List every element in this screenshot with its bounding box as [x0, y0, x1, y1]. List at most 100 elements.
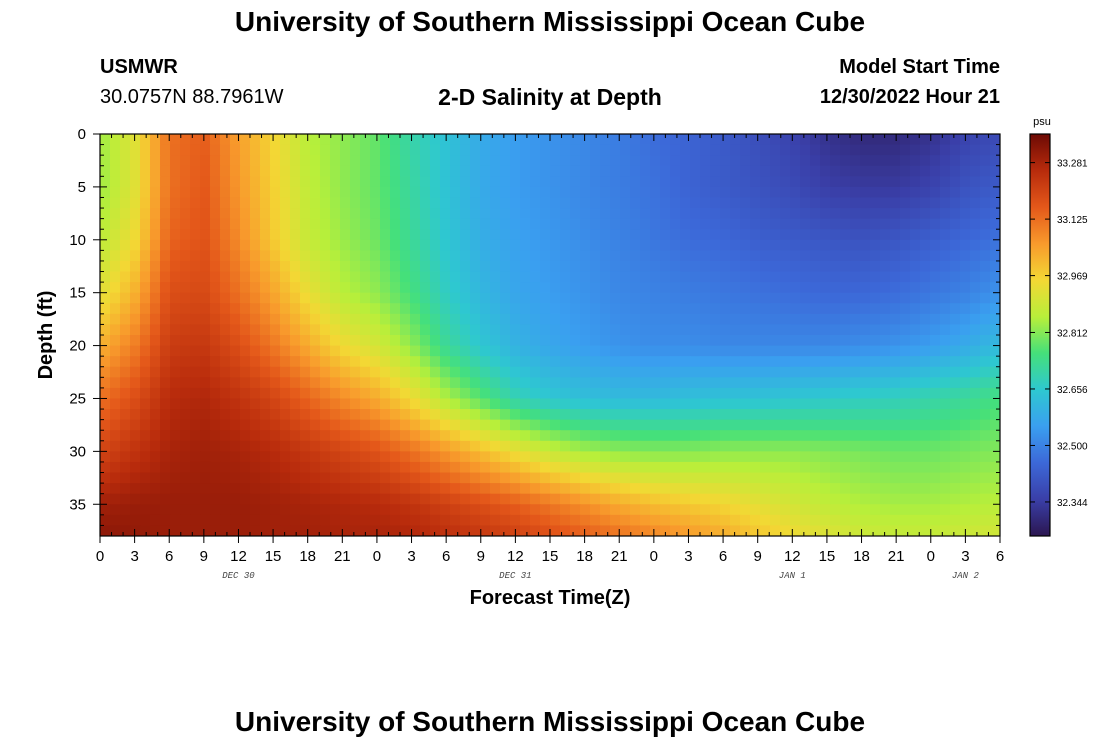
heatmap-cell — [190, 345, 201, 357]
heatmap-cell — [270, 239, 281, 251]
heatmap-cell — [210, 514, 221, 527]
heatmap-cell — [360, 250, 371, 262]
heatmap-cell — [730, 366, 741, 378]
heatmap-cell — [230, 472, 241, 484]
heatmap-cell — [810, 250, 821, 262]
heatmap-cell — [470, 303, 481, 315]
heatmap-cell — [420, 345, 431, 357]
heatmap-cell — [700, 155, 711, 167]
heatmap-cell — [950, 324, 961, 336]
heatmap-cell — [720, 165, 731, 177]
heatmap-cell — [680, 218, 691, 230]
heatmap-cell — [640, 292, 651, 304]
heatmap-cell — [680, 282, 691, 294]
heatmap-cell — [540, 229, 551, 241]
heatmap-cell — [440, 186, 451, 199]
heatmap-cell — [650, 282, 661, 294]
heatmap-cell — [390, 419, 401, 431]
heatmap-cell — [970, 440, 981, 452]
x-tick-label: 15 — [542, 548, 559, 565]
heatmap-cell — [480, 440, 491, 452]
heatmap-cell — [960, 144, 971, 156]
heatmap-cell — [330, 345, 341, 357]
heatmap-cell — [150, 197, 161, 209]
heatmap-cell — [390, 387, 401, 400]
heatmap-cell — [530, 430, 541, 442]
heatmap-cell — [900, 186, 911, 199]
heatmap-cell — [900, 419, 911, 431]
heatmap-cell — [570, 165, 581, 177]
heatmap-cell — [570, 250, 581, 262]
heatmap-cell — [520, 229, 531, 241]
heatmap-cell — [470, 239, 481, 251]
heatmap-cell — [260, 366, 271, 378]
heatmap-cell — [910, 208, 921, 220]
heatmap-cell — [490, 144, 501, 156]
heatmap-cell — [580, 483, 591, 495]
heatmap-cell — [390, 260, 401, 273]
heatmap-cell — [240, 472, 251, 484]
heatmap-cell — [110, 282, 121, 294]
heatmap-cell — [200, 229, 211, 241]
heatmap-cell — [670, 366, 681, 378]
heatmap-cell — [600, 282, 611, 294]
heatmap-cell — [770, 186, 781, 199]
heatmap-cell — [420, 303, 431, 315]
heatmap-cell — [750, 260, 761, 273]
heatmap-cell — [260, 419, 271, 431]
heatmap-cell — [870, 186, 881, 199]
heatmap-cell — [330, 260, 341, 273]
heatmap-cell — [800, 239, 811, 251]
heatmap-cell — [190, 271, 201, 283]
heatmap-cell — [690, 440, 701, 452]
heatmap-cell — [740, 472, 751, 484]
heatmap-cell — [760, 493, 771, 505]
heatmap-cell — [300, 186, 311, 199]
heatmap-cell — [440, 155, 451, 167]
heatmap-cell — [340, 387, 351, 400]
heatmap-cell — [430, 197, 441, 209]
heatmap-cell — [320, 229, 331, 241]
heatmap-cell — [510, 504, 521, 516]
x-tick-label: 21 — [334, 548, 351, 565]
heatmap-cell — [960, 335, 971, 347]
heatmap-cell — [640, 335, 651, 347]
heatmap-cell — [260, 155, 271, 167]
heatmap-cell — [820, 324, 831, 336]
heatmap-cell — [340, 282, 351, 294]
heatmap-cell — [710, 387, 721, 400]
heatmap-cell — [260, 504, 271, 516]
heatmap-cell — [190, 313, 201, 326]
heatmap-cell — [310, 260, 321, 273]
heatmap-cell — [300, 176, 311, 188]
heatmap-cell — [720, 324, 731, 336]
heatmap-cell — [200, 176, 211, 188]
heatmap-cell — [940, 229, 951, 241]
heatmap-cell — [580, 303, 591, 315]
heatmap-cell — [470, 313, 481, 326]
heatmap-cell — [730, 483, 741, 495]
heatmap-cell — [370, 461, 381, 474]
heatmap-cell — [970, 260, 981, 273]
heatmap-cell — [650, 239, 661, 251]
heatmap-cell — [170, 271, 181, 283]
heatmap-cell — [310, 409, 321, 421]
heatmap-cell — [850, 239, 861, 251]
heatmap-cell — [800, 472, 811, 484]
heatmap-cell — [200, 377, 211, 389]
heatmap-cell — [180, 483, 191, 495]
heatmap-cell — [120, 144, 131, 156]
heatmap-cell — [700, 144, 711, 156]
heatmap-cell — [560, 260, 571, 273]
heatmap-cell — [350, 144, 361, 156]
heatmap-cell — [400, 472, 411, 484]
heatmap-cell — [610, 303, 621, 315]
heatmap-cell — [340, 430, 351, 442]
heatmap-cell — [500, 313, 511, 326]
heatmap-cell — [500, 514, 511, 527]
heatmap-cell — [930, 260, 941, 273]
heatmap-cell — [280, 504, 291, 516]
heatmap-cell — [730, 134, 741, 146]
heatmap-cell — [970, 366, 981, 378]
heatmap-cell — [560, 292, 571, 304]
